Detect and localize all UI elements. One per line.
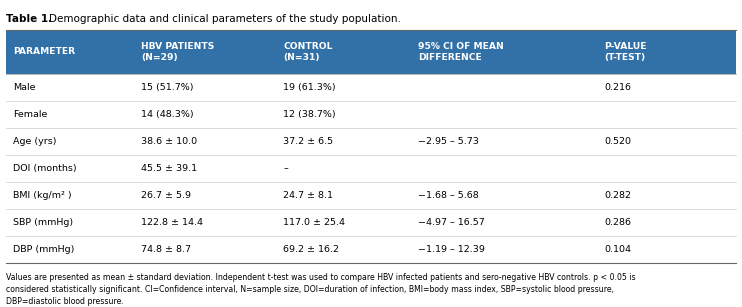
Text: SBP (mmHg): SBP (mmHg) <box>13 218 73 227</box>
Text: BMI (kg/m² ): BMI (kg/m² ) <box>13 191 72 200</box>
Text: P-VALUE
(T-TEST): P-VALUE (T-TEST) <box>604 42 647 62</box>
Text: 15 (51.7%): 15 (51.7%) <box>141 83 193 92</box>
Text: 0.282: 0.282 <box>604 191 631 200</box>
Text: 38.6 ± 10.0: 38.6 ± 10.0 <box>141 137 197 146</box>
Text: 95% CI OF MEAN
DIFFERENCE: 95% CI OF MEAN DIFFERENCE <box>418 42 504 62</box>
Text: PARAMETER: PARAMETER <box>13 48 75 56</box>
Text: 69.2 ± 16.2: 69.2 ± 16.2 <box>283 245 339 254</box>
Text: 0.216: 0.216 <box>604 83 631 92</box>
Text: CONTROL
(N=31): CONTROL (N=31) <box>283 42 332 62</box>
Text: 19 (61.3%): 19 (61.3%) <box>283 83 335 92</box>
Text: Table 1.: Table 1. <box>6 14 52 24</box>
Text: −4.97 – 16.57: −4.97 – 16.57 <box>418 218 485 227</box>
Bar <box>6 182 736 209</box>
Text: Female: Female <box>13 110 47 119</box>
Text: 45.5 ± 39.1: 45.5 ± 39.1 <box>141 164 197 173</box>
Text: 117.0 ± 25.4: 117.0 ± 25.4 <box>283 218 345 227</box>
Text: DBP (mmHg): DBP (mmHg) <box>13 245 74 254</box>
Bar <box>6 101 736 128</box>
Text: 0.520: 0.520 <box>604 137 631 146</box>
Text: 0.104: 0.104 <box>604 245 631 254</box>
Bar <box>6 155 736 182</box>
Bar <box>6 236 736 263</box>
Text: 26.7 ± 5.9: 26.7 ± 5.9 <box>141 191 191 200</box>
Text: Demographic data and clinical parameters of the study population.: Demographic data and clinical parameters… <box>49 14 401 24</box>
Text: –: – <box>283 164 288 173</box>
Text: 12 (38.7%): 12 (38.7%) <box>283 110 335 119</box>
Bar <box>6 74 736 101</box>
Text: 24.7 ± 8.1: 24.7 ± 8.1 <box>283 191 333 200</box>
Text: −1.68 – 5.68: −1.68 – 5.68 <box>418 191 479 200</box>
Text: Age (yrs): Age (yrs) <box>13 137 56 146</box>
Text: HBV PATIENTS
(N=29): HBV PATIENTS (N=29) <box>141 42 214 62</box>
Bar <box>6 128 736 155</box>
Text: −1.19 – 12.39: −1.19 – 12.39 <box>418 245 485 254</box>
Text: DOI (months): DOI (months) <box>13 164 76 173</box>
Bar <box>6 209 736 236</box>
Text: 74.8 ± 8.7: 74.8 ± 8.7 <box>141 245 191 254</box>
Text: 37.2 ± 6.5: 37.2 ± 6.5 <box>283 137 333 146</box>
Text: Male: Male <box>13 83 36 92</box>
Text: 0.286: 0.286 <box>604 218 631 227</box>
Text: 122.8 ± 14.4: 122.8 ± 14.4 <box>141 218 203 227</box>
Text: −2.95 – 5.73: −2.95 – 5.73 <box>418 137 479 146</box>
Text: Values are presented as mean ± standard deviation. Independent t-test was used t: Values are presented as mean ± standard … <box>6 273 636 306</box>
Text: 14 (48.3%): 14 (48.3%) <box>141 110 194 119</box>
Bar <box>6 30 736 74</box>
